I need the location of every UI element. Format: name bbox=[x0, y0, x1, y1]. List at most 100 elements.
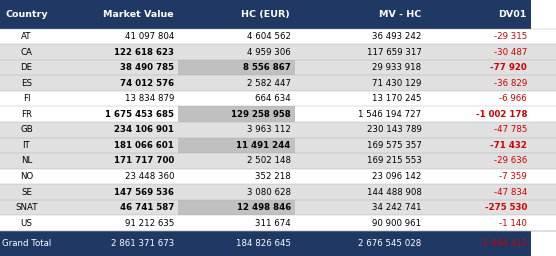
Text: IT: IT bbox=[23, 141, 30, 150]
Text: 171 717 700: 171 717 700 bbox=[114, 156, 174, 165]
Text: 664 634: 664 634 bbox=[255, 94, 291, 103]
Text: 13 834 879: 13 834 879 bbox=[125, 94, 174, 103]
Text: NL: NL bbox=[21, 156, 32, 165]
Text: 234 106 901: 234 106 901 bbox=[114, 125, 174, 134]
Text: 230 143 789: 230 143 789 bbox=[366, 125, 421, 134]
Text: 41 097 804: 41 097 804 bbox=[125, 32, 174, 41]
Text: -1 140: -1 140 bbox=[499, 219, 527, 228]
Text: 34 242 741: 34 242 741 bbox=[372, 203, 421, 212]
Bar bbox=[0, 44, 556, 60]
Text: ES: ES bbox=[21, 79, 32, 88]
Text: -6 966: -6 966 bbox=[499, 94, 527, 103]
Bar bbox=[0, 91, 556, 106]
Bar bbox=[0, 122, 556, 137]
Text: HC (EUR): HC (EUR) bbox=[241, 10, 290, 19]
Text: NO: NO bbox=[20, 172, 33, 181]
Text: -275 530: -275 530 bbox=[485, 203, 527, 212]
Text: -30 487: -30 487 bbox=[494, 48, 527, 57]
Bar bbox=[425, 0, 531, 29]
Bar bbox=[0, 60, 556, 75]
Text: AT: AT bbox=[21, 32, 32, 41]
Text: 13 170 245: 13 170 245 bbox=[372, 94, 421, 103]
Bar bbox=[0, 153, 556, 169]
Text: 3 963 112: 3 963 112 bbox=[247, 125, 291, 134]
Text: 169 215 553: 169 215 553 bbox=[366, 156, 421, 165]
Text: DE: DE bbox=[21, 63, 32, 72]
Text: 4 604 562: 4 604 562 bbox=[247, 32, 291, 41]
Text: -47 785: -47 785 bbox=[494, 125, 527, 134]
Text: MV - HC: MV - HC bbox=[379, 10, 421, 19]
Bar bbox=[295, 231, 425, 256]
Text: 184 826 645: 184 826 645 bbox=[236, 239, 291, 248]
Text: 1 546 194 727: 1 546 194 727 bbox=[358, 110, 421, 119]
Text: 122 618 623: 122 618 623 bbox=[114, 48, 174, 57]
Text: 91 212 635: 91 212 635 bbox=[125, 219, 174, 228]
Text: 2 502 148: 2 502 148 bbox=[247, 156, 291, 165]
Text: 3 080 628: 3 080 628 bbox=[247, 187, 291, 197]
Text: 129 258 958: 129 258 958 bbox=[231, 110, 291, 119]
Text: -29 315: -29 315 bbox=[494, 32, 527, 41]
Text: 2 582 447: 2 582 447 bbox=[247, 79, 291, 88]
Text: 144 488 908: 144 488 908 bbox=[366, 187, 421, 197]
Bar bbox=[0, 231, 53, 256]
Text: 71 430 129: 71 430 129 bbox=[372, 79, 421, 88]
Text: Country: Country bbox=[5, 10, 48, 19]
Text: 29 933 918: 29 933 918 bbox=[373, 63, 421, 72]
Text: 311 674: 311 674 bbox=[255, 219, 291, 228]
Text: -7 359: -7 359 bbox=[499, 172, 527, 181]
Text: -36 829: -36 829 bbox=[494, 79, 527, 88]
Text: 74 012 576: 74 012 576 bbox=[120, 79, 174, 88]
Text: SE: SE bbox=[21, 187, 32, 197]
Text: -71 432: -71 432 bbox=[490, 141, 527, 150]
Text: -1 002 178: -1 002 178 bbox=[475, 110, 527, 119]
Text: 2 861 371 673: 2 861 371 673 bbox=[111, 239, 174, 248]
Bar bbox=[178, 200, 295, 215]
Bar bbox=[0, 106, 556, 122]
Text: 90 900 961: 90 900 961 bbox=[373, 219, 421, 228]
Text: -29 636: -29 636 bbox=[494, 156, 527, 165]
Text: 12 498 846: 12 498 846 bbox=[236, 203, 291, 212]
Text: 352 218: 352 218 bbox=[255, 172, 291, 181]
Text: 38 490 785: 38 490 785 bbox=[120, 63, 174, 72]
Bar bbox=[178, 231, 295, 256]
Bar bbox=[0, 184, 556, 200]
Text: 169 575 357: 169 575 357 bbox=[366, 141, 421, 150]
Text: -77 920: -77 920 bbox=[490, 63, 527, 72]
Text: 181 066 601: 181 066 601 bbox=[115, 141, 174, 150]
Text: 8 556 867: 8 556 867 bbox=[243, 63, 291, 72]
Bar bbox=[178, 0, 295, 29]
Text: 117 659 317: 117 659 317 bbox=[366, 48, 421, 57]
Bar bbox=[0, 169, 556, 184]
Text: US: US bbox=[21, 219, 32, 228]
Bar bbox=[0, 0, 53, 29]
Text: 1 675 453 685: 1 675 453 685 bbox=[105, 110, 174, 119]
Bar bbox=[178, 137, 295, 153]
Bar bbox=[0, 215, 556, 231]
Bar bbox=[295, 0, 425, 29]
Text: -1 664 413: -1 664 413 bbox=[480, 239, 527, 248]
Bar bbox=[0, 75, 556, 91]
Bar bbox=[53, 231, 178, 256]
Bar bbox=[0, 200, 556, 215]
Text: SNAT: SNAT bbox=[15, 203, 38, 212]
Bar bbox=[53, 0, 178, 29]
Text: -47 834: -47 834 bbox=[494, 187, 527, 197]
Bar bbox=[0, 29, 556, 44]
Text: 4 959 306: 4 959 306 bbox=[247, 48, 291, 57]
Bar bbox=[178, 60, 295, 75]
Text: GB: GB bbox=[20, 125, 33, 134]
Text: Grand Total: Grand Total bbox=[2, 239, 51, 248]
Text: 2 676 545 028: 2 676 545 028 bbox=[358, 239, 421, 248]
Text: 23 448 360: 23 448 360 bbox=[125, 172, 174, 181]
Text: 11 491 244: 11 491 244 bbox=[236, 141, 291, 150]
Text: CA: CA bbox=[21, 48, 32, 57]
Text: FI: FI bbox=[23, 94, 30, 103]
Text: 23 096 142: 23 096 142 bbox=[372, 172, 421, 181]
Text: 36 493 242: 36 493 242 bbox=[372, 32, 421, 41]
Bar bbox=[0, 137, 556, 153]
Text: FR: FR bbox=[21, 110, 32, 119]
Text: 46 741 587: 46 741 587 bbox=[120, 203, 174, 212]
Text: 147 569 536: 147 569 536 bbox=[114, 187, 174, 197]
Bar bbox=[425, 231, 531, 256]
Text: Market Value: Market Value bbox=[103, 10, 173, 19]
